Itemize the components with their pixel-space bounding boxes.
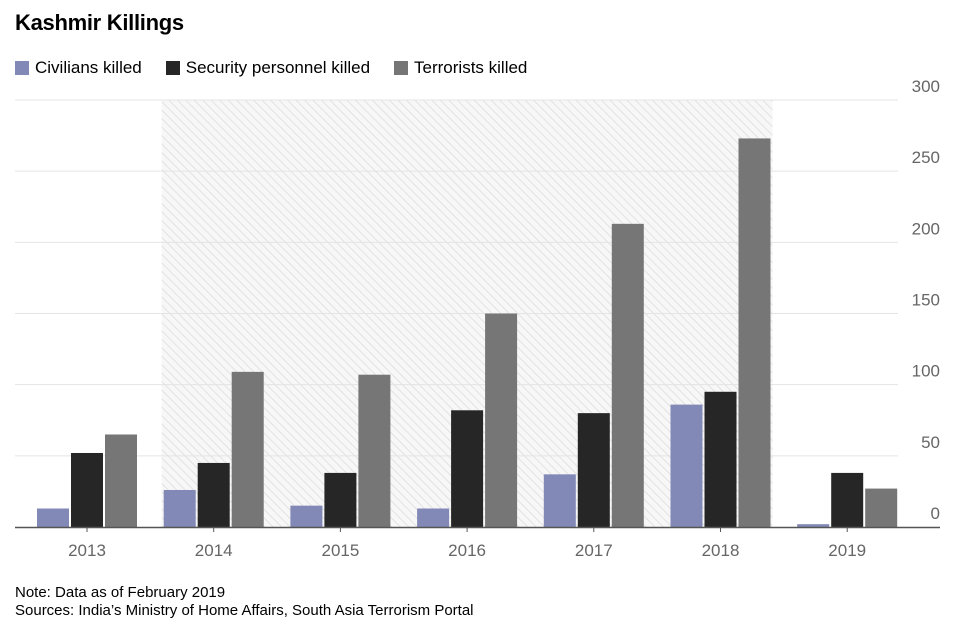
bar-security-2014 xyxy=(197,462,230,527)
legend-label-civilians: Civilians killed xyxy=(35,58,142,77)
chart-title: Kashmir Killings xyxy=(15,10,184,35)
x-tick-label-2016: 2016 xyxy=(448,541,486,560)
bar-security-2017 xyxy=(577,413,610,527)
bar-security-2013 xyxy=(71,452,103,527)
bar-terrorists-2016 xyxy=(485,313,518,527)
bar-civilians-2017 xyxy=(543,474,576,527)
legend-item-civilians: Civilians killed xyxy=(15,58,142,78)
bar-terrorists-2017 xyxy=(611,223,644,527)
y-tick-label-100: 100 xyxy=(912,362,940,381)
bar-security-2016 xyxy=(451,410,484,527)
legend-item-terrorists: Terrorists killed xyxy=(394,58,527,78)
legend-swatch-security xyxy=(165,61,180,75)
y-tick-label-250: 250 xyxy=(912,148,940,167)
bar-civilians-2014 xyxy=(163,489,196,527)
legend-swatch-civilians xyxy=(15,61,29,75)
y-tick-label-50: 50 xyxy=(921,433,940,452)
legend-swatch-terrorists xyxy=(394,61,409,75)
bar-civilians-2015 xyxy=(290,505,323,527)
x-tick-label-2013: 2013 xyxy=(68,541,106,560)
bar-civilians-2016 xyxy=(417,508,450,527)
legend-item-security: Security personnel killed xyxy=(165,58,371,78)
y-tick-label-300: 300 xyxy=(912,77,940,96)
legend-label-terrorists: Terrorists killed xyxy=(414,58,528,77)
y-tick-label-150: 150 xyxy=(912,291,940,310)
x-tick-label-2018: 2018 xyxy=(702,541,740,560)
y-tick-label-200: 200 xyxy=(912,219,940,238)
bar-civilians-2013 xyxy=(37,508,69,527)
x-tick-label-2017: 2017 xyxy=(575,541,613,560)
x-tick-label-2015: 2015 xyxy=(321,541,359,560)
bar-civilians-2018 xyxy=(670,404,703,527)
bar-security-2015 xyxy=(324,472,357,527)
x-tick-label-2014: 2014 xyxy=(195,541,233,560)
x-tick-label-2019: 2019 xyxy=(828,541,866,560)
sources-text: Sources: India’s Ministry of Home Affair… xyxy=(15,602,474,619)
bar-terrorists-2013 xyxy=(105,434,137,527)
bar-security-2019 xyxy=(831,472,864,527)
bar-terrorists-2015 xyxy=(358,374,391,527)
bar-civilians-2019 xyxy=(797,524,830,527)
note-text: Note: Data as of February 2019 xyxy=(15,584,226,601)
bar-terrorists-2019 xyxy=(865,488,898,527)
footer: Note: Data as of February 2019 Sources: … xyxy=(15,584,474,620)
bar-terrorists-2014 xyxy=(231,371,264,527)
legend-label-security: Security personnel killed xyxy=(185,58,371,77)
legend: Civilians killed Security personnel kill… xyxy=(15,58,551,78)
y-tick-label-0: 0 xyxy=(931,504,940,523)
bar-terrorists-2018 xyxy=(738,138,771,527)
bar-security-2018 xyxy=(704,391,737,527)
